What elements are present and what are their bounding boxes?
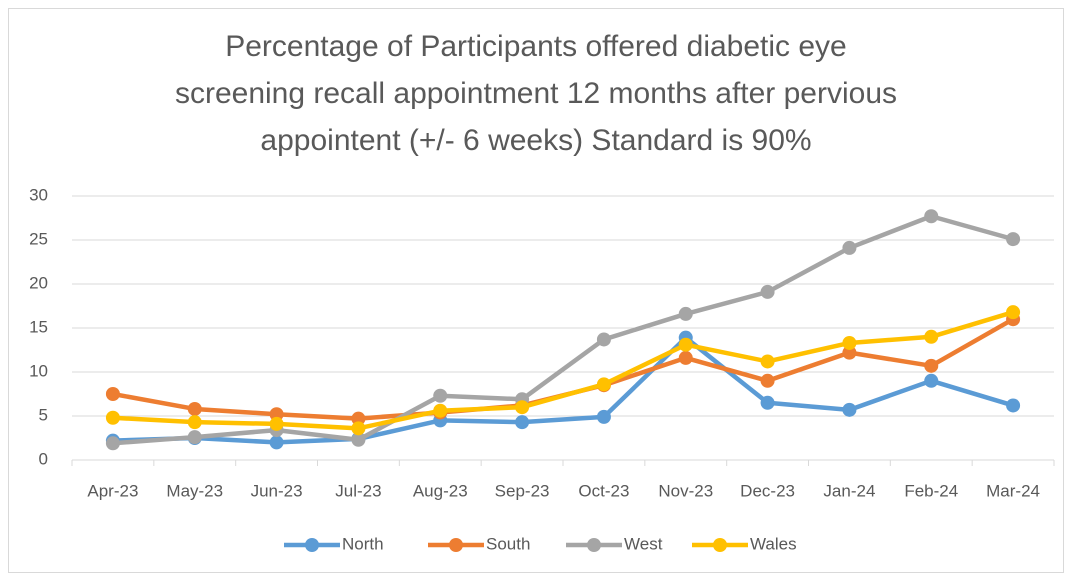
chart-border <box>8 8 1064 573</box>
data-point <box>842 335 857 350</box>
data-point <box>105 436 120 451</box>
data-point <box>105 387 120 401</box>
data-point <box>678 337 693 352</box>
data-point <box>924 209 939 224</box>
data-point <box>269 435 284 450</box>
y-tick-label: 10 <box>29 361 48 380</box>
legend-marker <box>449 538 463 552</box>
data-point <box>187 415 202 430</box>
data-point <box>924 329 939 344</box>
y-tick-label: 0 <box>39 449 48 468</box>
legend-marker <box>305 538 319 552</box>
data-point <box>515 415 530 430</box>
data-point <box>433 403 448 418</box>
data-point <box>1006 398 1021 413</box>
data-point <box>596 377 611 392</box>
x-tick-label: Mar-24 <box>986 481 1040 500</box>
data-point <box>842 345 857 360</box>
data-point <box>842 402 857 417</box>
data-point <box>760 354 775 369</box>
data-point <box>760 284 775 299</box>
series-line <box>110 213 1016 446</box>
data-point <box>433 388 448 403</box>
data-point <box>924 358 939 373</box>
data-point <box>105 410 120 425</box>
x-tick-label: Dec-23 <box>740 481 795 500</box>
chart-title: screening recall appointment 12 months a… <box>175 77 897 110</box>
data-point <box>678 350 693 365</box>
data-point <box>760 395 775 410</box>
data-point <box>187 430 202 445</box>
legend-label: West <box>624 534 663 553</box>
data-point <box>351 432 366 447</box>
y-tick-label: 20 <box>29 273 48 292</box>
data-point <box>924 373 939 388</box>
y-tick-label: 5 <box>39 405 48 424</box>
y-tick-label: 25 <box>29 229 48 248</box>
series-line <box>110 309 1016 431</box>
x-tick-label: Feb-24 <box>904 481 958 500</box>
chart-title: appointent (+/- 6 weeks) Standard is 90% <box>260 124 811 157</box>
series-line <box>110 335 1016 445</box>
data-point <box>1006 305 1021 320</box>
data-point <box>269 416 284 431</box>
legend-label: Wales <box>750 534 797 553</box>
x-tick-label: Jun-23 <box>251 481 303 500</box>
data-point <box>351 421 366 436</box>
x-tick-label: Jan-24 <box>823 481 875 500</box>
x-tick-label: Apr-23 <box>87 481 138 500</box>
data-point <box>678 306 693 321</box>
data-point <box>1006 232 1021 247</box>
legend-label: South <box>486 534 530 553</box>
data-point <box>596 332 611 347</box>
x-tick-label: May-23 <box>166 481 223 500</box>
legend-label: North <box>342 534 384 553</box>
x-tick-label: Oct-23 <box>578 481 629 500</box>
x-tick-label: Aug-23 <box>413 481 468 500</box>
data-point <box>760 373 775 388</box>
y-tick-label: 15 <box>29 317 48 336</box>
data-point <box>842 240 857 255</box>
data-point <box>596 409 611 424</box>
x-tick-label: Jul-23 <box>335 481 381 500</box>
data-point <box>187 401 202 416</box>
legend-marker <box>587 538 601 552</box>
x-tick-label: Nov-23 <box>658 481 713 500</box>
y-tick-label: 30 <box>29 185 48 204</box>
data-point <box>515 400 530 415</box>
chart-title: Percentage of Participants offered diabe… <box>225 30 847 63</box>
data-point <box>351 411 366 426</box>
legend-marker <box>713 538 727 552</box>
x-tick-label: Sep-23 <box>495 481 550 500</box>
data-point <box>269 407 284 422</box>
